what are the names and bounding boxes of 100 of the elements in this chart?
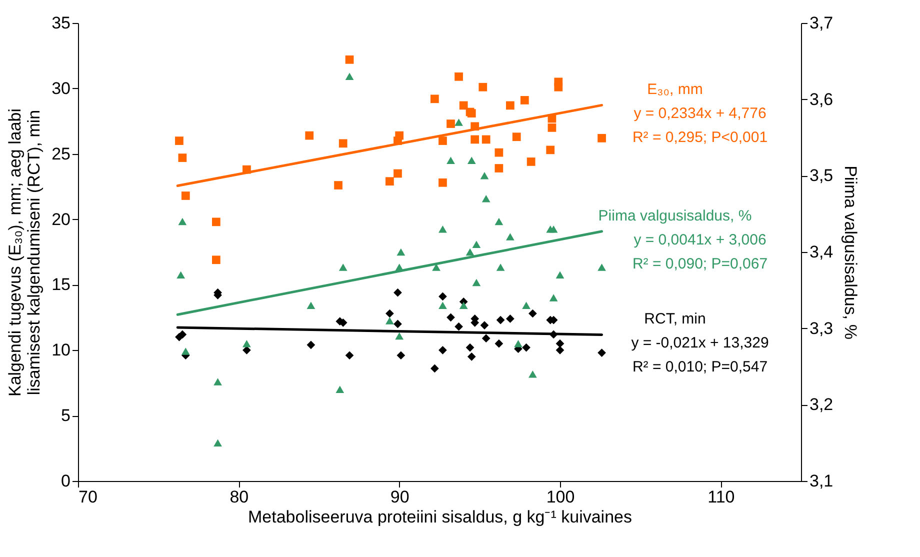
point xyxy=(528,370,537,378)
point xyxy=(178,154,187,162)
point xyxy=(438,178,447,187)
point xyxy=(549,225,558,233)
point xyxy=(554,82,563,92)
point xyxy=(494,339,504,348)
point xyxy=(556,271,564,279)
point xyxy=(470,135,480,144)
point xyxy=(176,271,186,279)
point xyxy=(395,131,404,140)
point xyxy=(556,339,564,348)
y2-tick-label: 3,7 xyxy=(810,14,834,32)
point xyxy=(336,386,344,394)
point xyxy=(386,317,394,324)
point xyxy=(522,302,530,310)
y-tick-label: 15 xyxy=(52,275,70,294)
point xyxy=(306,302,316,310)
point xyxy=(386,177,394,186)
y2-tick-label: 3,4 xyxy=(810,242,834,262)
point xyxy=(512,132,521,142)
point xyxy=(430,364,439,373)
point xyxy=(394,288,402,297)
y-tick-label: 35 xyxy=(52,14,70,32)
point xyxy=(446,313,455,322)
y-tick-label: 25 xyxy=(52,144,70,164)
point xyxy=(338,139,348,148)
point xyxy=(526,158,536,166)
point xyxy=(598,348,606,357)
point xyxy=(472,278,481,286)
point xyxy=(430,94,439,104)
point xyxy=(598,134,606,142)
point xyxy=(438,136,447,145)
point xyxy=(496,316,505,324)
point xyxy=(482,194,490,202)
x-axis-title: Metaboliseeruva proteiini sisaldus, g kg⁻¹ kuivaines xyxy=(248,508,632,526)
point xyxy=(478,82,488,92)
point xyxy=(467,156,476,164)
point xyxy=(480,172,489,180)
annotation: R² = 0,295; P<0,001 xyxy=(632,129,768,146)
y-tick-label: 20 xyxy=(52,210,70,229)
point xyxy=(482,334,490,343)
point xyxy=(494,218,504,226)
point xyxy=(496,264,505,271)
point xyxy=(446,120,455,128)
point xyxy=(556,346,564,354)
point xyxy=(212,256,220,264)
point xyxy=(459,101,468,110)
y2-tick-label: 3,2 xyxy=(810,395,834,414)
point xyxy=(178,218,187,226)
y2-tick-label: 3,5 xyxy=(810,166,834,186)
point xyxy=(546,146,555,154)
annotation: Piima valgusisaldus, % xyxy=(598,207,752,224)
point xyxy=(454,72,463,81)
point xyxy=(506,314,514,323)
annotation: R² = 0,010; P=0,547 xyxy=(632,358,768,376)
point xyxy=(454,118,463,126)
point xyxy=(438,225,447,233)
point xyxy=(438,302,447,310)
point xyxy=(345,351,354,360)
point xyxy=(454,322,463,331)
x-tick-label: 70 xyxy=(78,488,98,506)
point xyxy=(459,302,468,310)
point xyxy=(467,352,476,361)
point xyxy=(514,340,522,348)
point xyxy=(506,233,514,240)
point xyxy=(522,343,530,352)
point xyxy=(305,131,314,140)
point xyxy=(394,169,402,178)
point xyxy=(181,348,190,355)
point xyxy=(338,264,348,271)
x-tick-label: 80 xyxy=(230,488,249,506)
point xyxy=(549,294,558,302)
y-tick-label: 5 xyxy=(61,406,70,426)
point xyxy=(438,346,447,354)
point xyxy=(306,340,316,350)
x-tick-label: 90 xyxy=(390,488,410,506)
point xyxy=(242,340,251,348)
point xyxy=(175,136,184,145)
x-tick-label: 110 xyxy=(708,488,735,506)
point xyxy=(214,439,222,446)
y-tick-label: 0 xyxy=(61,472,70,490)
annotation: R² = 0,090; P=0,067 xyxy=(632,255,768,272)
point xyxy=(214,378,222,386)
point xyxy=(396,351,406,360)
y2-axis-title: Piima valgusisaldus, % xyxy=(841,166,860,340)
point xyxy=(494,148,504,157)
annotation: RCT, min xyxy=(644,310,706,328)
annotation: y = -0,021x + 13,329 xyxy=(631,334,769,352)
point xyxy=(438,292,447,301)
annotation: E₃₀, mm xyxy=(647,81,703,98)
point xyxy=(494,164,504,172)
point xyxy=(334,181,342,190)
point xyxy=(482,135,490,144)
point xyxy=(480,321,489,330)
point xyxy=(598,264,606,271)
point xyxy=(386,309,394,318)
y2-tick-label: 3,1 xyxy=(810,472,834,490)
point xyxy=(395,332,404,340)
annotation: y = 0,0041x + 3,006 xyxy=(634,231,766,248)
y-tick-label: 30 xyxy=(52,78,70,98)
